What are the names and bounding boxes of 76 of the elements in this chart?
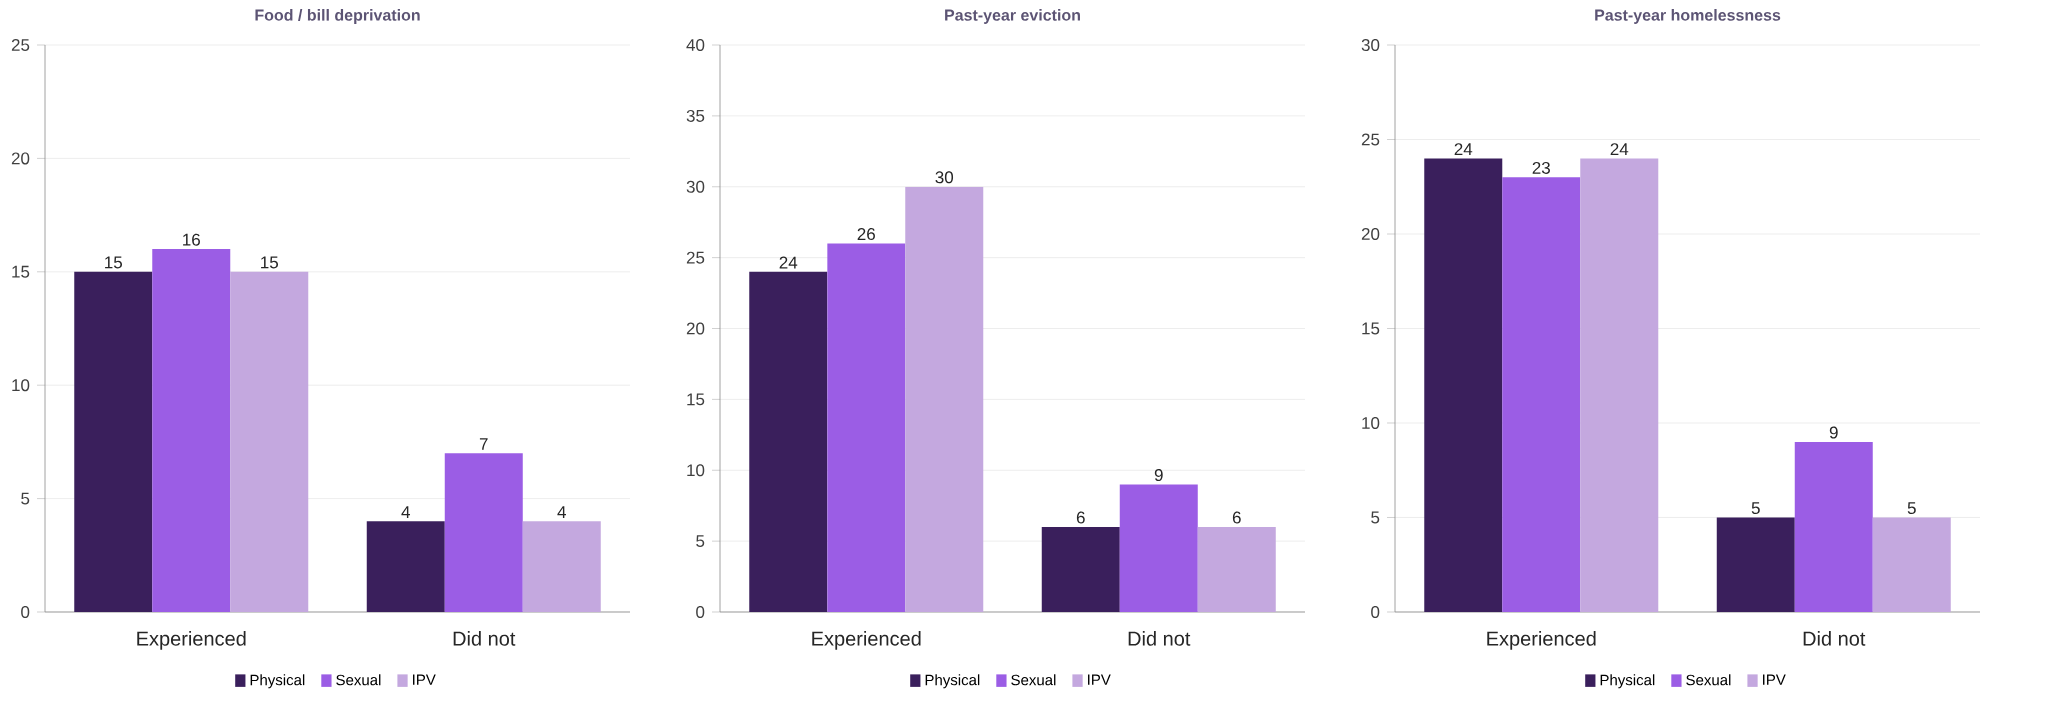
data-label: 30 xyxy=(935,171,954,184)
x-tick-label: Did not xyxy=(453,631,516,646)
data-label: 4 xyxy=(557,506,566,518)
data-label: 26 xyxy=(857,228,875,241)
y-tick-label: 5 xyxy=(696,535,705,548)
bar xyxy=(74,271,153,612)
y-tick-label: 15 xyxy=(12,265,30,278)
y-tick-label: 15 xyxy=(687,393,705,406)
bar xyxy=(1716,517,1795,612)
legend-label: Sexual xyxy=(1686,674,1731,686)
bar xyxy=(1580,158,1659,612)
legend-label: IPV xyxy=(1088,674,1111,685)
legend-label: IPV xyxy=(1763,674,1786,685)
chart-title: Food / bill deprivation xyxy=(255,9,420,24)
data-label: 15 xyxy=(105,256,123,269)
legend-label: Physical xyxy=(925,674,980,689)
legend-label: Sexual xyxy=(1011,674,1056,686)
y-tick-label: 20 xyxy=(11,152,30,165)
bar xyxy=(152,249,231,612)
chart-title: Past-year homelessness xyxy=(1595,9,1781,24)
data-label: 9 xyxy=(1154,469,1163,482)
x-tick-label: Experienced xyxy=(1487,631,1596,650)
legend-label: Physical xyxy=(1600,674,1655,689)
bar xyxy=(444,453,523,612)
bar xyxy=(905,186,984,612)
y-tick-label: 30 xyxy=(686,180,705,193)
x-tick-label: Experienced xyxy=(812,631,921,650)
y-tick-label: 10 xyxy=(687,464,705,477)
bar xyxy=(1794,441,1873,612)
data-label: 24 xyxy=(779,256,798,269)
legend-label: IPV xyxy=(413,674,436,685)
y-tick-label: 20 xyxy=(686,322,705,335)
chart-title: Past-year eviction xyxy=(945,9,1080,24)
x-tick-label: Experienced xyxy=(137,631,246,650)
data-label: 4 xyxy=(401,506,410,518)
bar xyxy=(1502,177,1581,612)
y-tick-label: 0 xyxy=(21,606,30,619)
bar xyxy=(230,271,309,612)
y-tick-label: 40 xyxy=(686,39,705,52)
data-label: 15 xyxy=(261,256,279,269)
y-tick-label: 15 xyxy=(1362,322,1380,335)
bar xyxy=(522,521,601,612)
y-tick-label: 25 xyxy=(686,251,705,264)
data-label: 23 xyxy=(1532,161,1550,174)
bar xyxy=(1424,158,1503,612)
y-tick-label: 5 xyxy=(1371,511,1380,524)
data-label: 6 xyxy=(1232,511,1241,524)
bar xyxy=(366,521,445,612)
bar xyxy=(1197,526,1276,612)
legend-label: Sexual xyxy=(336,674,381,686)
bar xyxy=(1119,484,1198,612)
y-tick-label: 0 xyxy=(696,606,705,619)
y-tick-label: 10 xyxy=(1362,417,1380,430)
y-tick-label: 10 xyxy=(12,379,30,392)
bar xyxy=(1041,526,1120,612)
data-label: 16 xyxy=(183,233,200,246)
y-tick-label: 25 xyxy=(11,39,30,52)
bar xyxy=(749,271,828,612)
data-label: 7 xyxy=(479,438,488,450)
data-label: 9 xyxy=(1829,426,1838,439)
legend-label: Physical xyxy=(250,674,305,689)
x-tick-label: Did not xyxy=(1803,631,1866,646)
data-label: 5 xyxy=(1751,502,1760,515)
y-tick-label: 0 xyxy=(1371,606,1380,619)
y-tick-label: 35 xyxy=(686,109,705,122)
y-tick-label: 25 xyxy=(1361,133,1380,146)
x-tick-label: Did not xyxy=(1128,631,1191,646)
data-label: 24 xyxy=(1610,143,1629,155)
y-tick-label: 5 xyxy=(21,492,30,505)
bar xyxy=(827,243,906,612)
y-tick-label: 20 xyxy=(1361,228,1380,241)
bar xyxy=(1872,517,1951,612)
data-label: 6 xyxy=(1076,511,1085,524)
data-label: 24 xyxy=(1454,143,1473,155)
data-label: 5 xyxy=(1907,502,1916,515)
y-tick-label: 30 xyxy=(1361,39,1380,52)
